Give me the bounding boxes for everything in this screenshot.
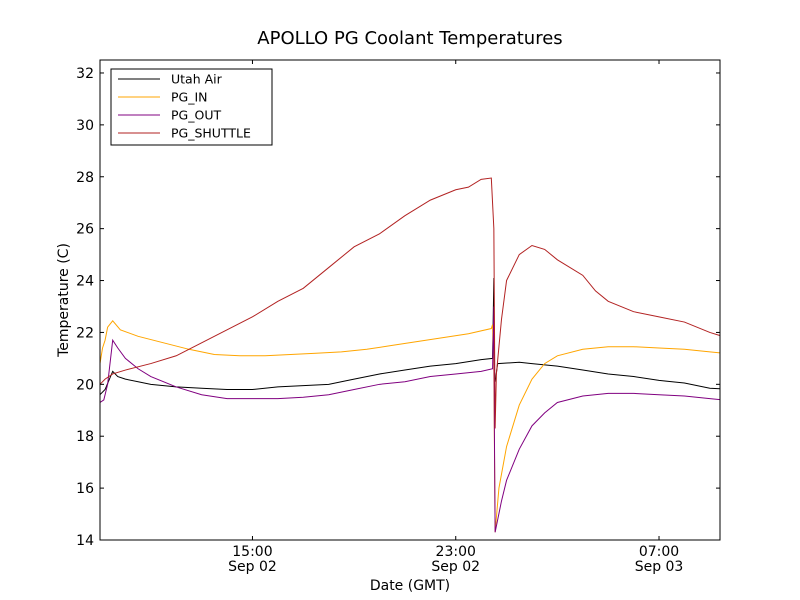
y-tick-label: 16 xyxy=(76,481,94,497)
y-tick-label: 18 xyxy=(76,429,94,445)
legend-entry-label: PG_SHUTTLE xyxy=(171,126,251,141)
series-line-pg-shuttle xyxy=(100,177,720,429)
x-tick-label-date: Sep 02 xyxy=(431,559,480,575)
y-tick-label: 24 xyxy=(76,274,94,290)
legend-entry-label: PG_OUT xyxy=(171,108,221,123)
y-tick-label: 14 xyxy=(76,533,94,549)
x-tick-label-time: 07:00 xyxy=(639,544,679,560)
series-line-utah-air xyxy=(100,277,720,396)
y-tick-label: 26 xyxy=(76,222,94,238)
y-tick-label: 30 xyxy=(76,118,94,134)
y-tick-label: 20 xyxy=(76,377,94,393)
x-tick-label-time: 15:00 xyxy=(232,544,272,560)
y-tick-label: 22 xyxy=(76,325,94,341)
chart-title: APOLLO PG Coolant Temperatures xyxy=(257,28,562,49)
x-tick-label-date: Sep 02 xyxy=(228,559,277,575)
y-tick-label: 32 xyxy=(76,66,94,82)
y-axis-label: Temperature (C) xyxy=(56,243,72,358)
y-tick-label: 28 xyxy=(76,170,94,186)
series-line-pg-out xyxy=(100,306,720,533)
legend-box xyxy=(110,68,273,146)
x-tick-label-date: Sep 03 xyxy=(635,559,684,575)
x-axis-label: Date (GMT) xyxy=(370,578,450,594)
x-tick-label-time: 23:00 xyxy=(436,544,476,560)
series-layer xyxy=(100,177,720,533)
legend: Utah Air PG_IN PG_OUT PG_SHUTTLE xyxy=(110,68,273,146)
legend-entry-label: PG_IN xyxy=(171,90,208,105)
legend-entry-label: Utah Air xyxy=(171,72,223,87)
series-line-pg-in xyxy=(100,319,720,533)
plot-frame xyxy=(99,59,721,541)
